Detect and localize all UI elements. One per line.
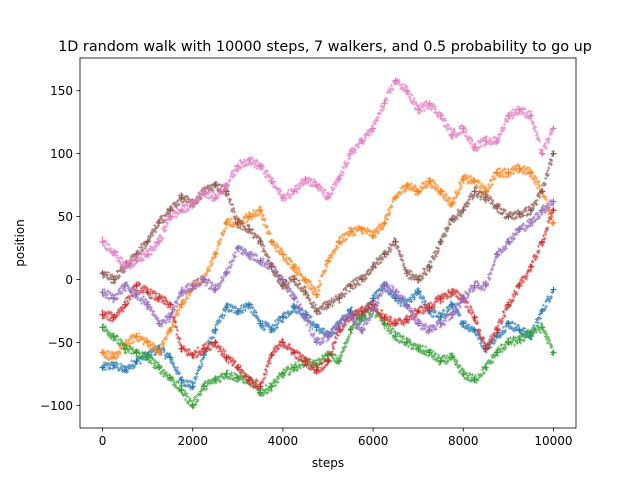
x-axis-label: steps — [312, 456, 344, 470]
walk-trace — [100, 78, 555, 271]
series-5 — [99, 198, 557, 346]
plot-area — [99, 77, 557, 410]
y-tick-label: 100 — [50, 147, 73, 161]
walk-trace — [100, 198, 555, 346]
data-point — [550, 207, 557, 214]
y-axis-label: position — [13, 219, 27, 267]
x-tick-label: 0 — [99, 434, 107, 448]
y-tick-label: 50 — [58, 210, 73, 224]
chart-title: 1D random walk with 10000 steps, 7 walke… — [58, 39, 592, 55]
y-tick-label: −100 — [40, 399, 73, 413]
x-tick-label: 2000 — [177, 434, 208, 448]
y-tick-label: 150 — [50, 84, 73, 98]
axes-frame — [79, 57, 577, 429]
x-axis: 0 2000 4000 6000 8000 10000 — [99, 428, 573, 448]
series-7 — [99, 77, 557, 271]
data-point — [415, 106, 422, 113]
y-axis: −100 −50 0 50 100 150 — [40, 84, 80, 413]
walk-trace — [100, 208, 555, 391]
y-tick-label: −50 — [48, 336, 73, 350]
x-tick-label: 8000 — [448, 434, 479, 448]
x-tick-label: 10000 — [534, 434, 572, 448]
data-point — [471, 188, 478, 195]
y-tick-label: 0 — [65, 273, 73, 287]
x-tick-label: 4000 — [268, 434, 299, 448]
x-tick-label: 6000 — [358, 434, 389, 448]
data-point — [550, 219, 557, 226]
series-6 — [99, 150, 557, 316]
